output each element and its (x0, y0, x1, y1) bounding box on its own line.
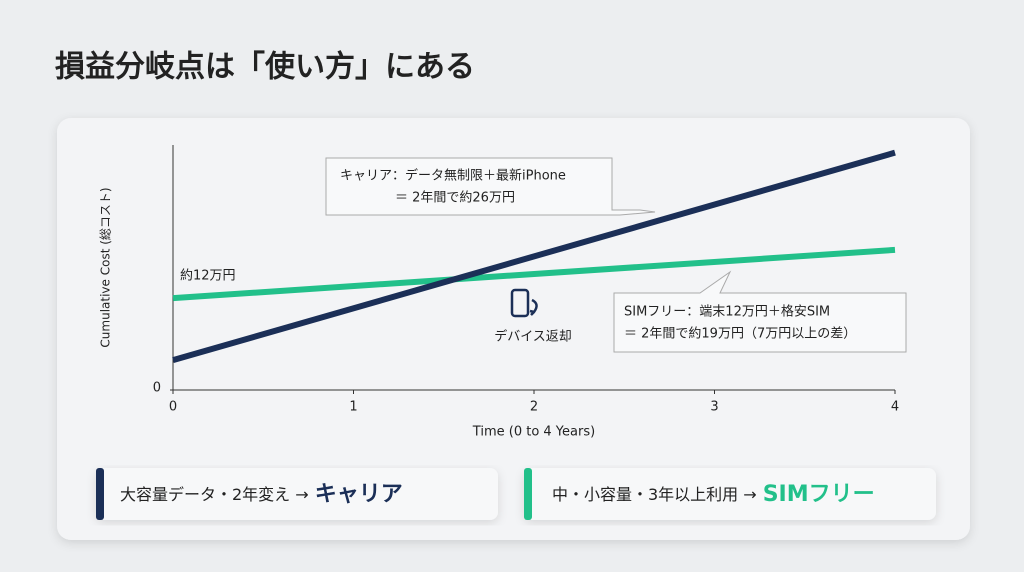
card-text: 中・小容量・3年以上利用 → (552, 485, 757, 504)
card-text: 中・小容量・3年以上利用 → SIMフリー (552, 482, 875, 507)
card-text: 大容量データ・2年変え → (120, 485, 309, 504)
usage-card (96, 468, 498, 520)
x-tick-label: 1 (349, 400, 357, 415)
x-tick-label: 2 (530, 400, 538, 415)
card-accent (524, 468, 532, 520)
callout-box (613, 270, 907, 353)
y-tick-label: 0 (153, 381, 161, 396)
series-line (172, 246, 896, 302)
callout-text: ＝ 2年間で約26万円 (395, 191, 515, 206)
callout-text: ＝ 2年間で約19万円（7万円以上の差） (624, 327, 856, 342)
x-tick-label: 3 (710, 400, 718, 415)
start-label: 約12万円 (180, 269, 236, 284)
device-return-label: デバイス返却 (494, 329, 572, 345)
callout-box (325, 157, 656, 216)
y-axis-label: Cumulative Cost (総コスト) (99, 187, 113, 347)
x-axis-label: Time (0 to 4 Years) (472, 425, 595, 440)
card-accent (96, 468, 104, 520)
card-highlight: キャリア (315, 482, 403, 507)
plot: 0 1 2 3 4 0 Time (0 to 4 Years) Cumulative Cost… (99, 145, 899, 440)
usage-card (524, 468, 936, 520)
card-highlight: SIMフリー (763, 482, 875, 507)
card-text: 大容量データ・2年変え → キャリア (120, 482, 403, 507)
series-line (172, 149, 896, 364)
chart-card (57, 118, 970, 540)
x-tick-label: 4 (891, 400, 899, 415)
x-tick-label: 0 (169, 400, 177, 415)
slide-title: 損益分岐点は「使い方」にある (55, 50, 475, 85)
callout-text: キャリア：データ無制限＋最新iPhone (340, 168, 566, 184)
callout-text: SIMフリー：端末12万円＋格安SIM (624, 304, 830, 320)
phone-icon (510, 288, 538, 318)
